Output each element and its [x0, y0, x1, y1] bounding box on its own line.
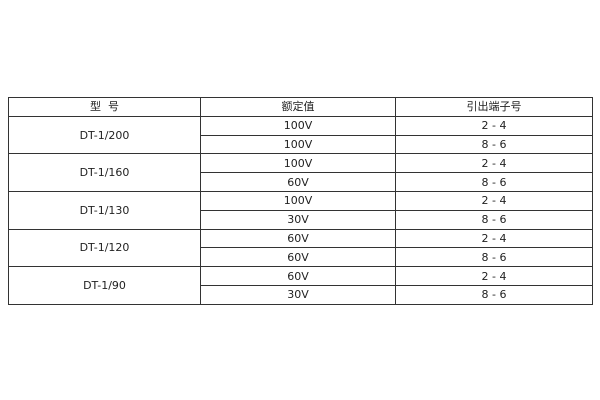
- terminals-cell: 2 - 4: [395, 190, 593, 211]
- terminals-cell: 2 - 4: [395, 266, 593, 286]
- table-row: 30V 8 - 6: [9, 284, 593, 305]
- rated-value-cell: 60V: [200, 266, 396, 286]
- model-cell: DT-1/120: [8, 228, 201, 268]
- rated-value-cell: 100V: [200, 115, 396, 136]
- model-cell: DT-1/90: [8, 266, 201, 305]
- header-model: 型 号: [8, 97, 201, 117]
- table-row: DT-1/130 100V 2 - 4: [8, 190, 593, 230]
- table-row: DT-1/120 60V 2 - 4: [8, 228, 593, 268]
- rated-value-cell: 30V: [200, 209, 396, 230]
- table-row: 30V 8 - 6: [9, 209, 593, 230]
- terminals-cell: 8 - 6: [395, 209, 593, 230]
- terminals-cell: 8 - 6: [395, 284, 593, 305]
- model-cell: DT-1/160: [8, 153, 201, 192]
- table-row: DT-1/90 60V 2 - 4: [8, 266, 593, 305]
- table-row: DT-1/160 100V 2 - 4: [8, 153, 593, 192]
- terminals-cell: 8 - 6: [395, 247, 593, 268]
- table-row: DT-1/200 100V 2 - 4: [8, 115, 593, 155]
- terminals-cell: 2 - 4: [395, 115, 593, 136]
- rated-value-cell: 100V: [200, 190, 396, 211]
- table-row: 60V 8 - 6: [9, 172, 593, 192]
- terminals-cell: 2 - 4: [395, 228, 593, 249]
- rated-value-cell: 100V: [200, 153, 396, 174]
- model-cell: DT-1/130: [8, 190, 201, 230]
- terminals-cell: 2 - 4: [395, 153, 593, 174]
- rated-value-cell: 60V: [200, 172, 396, 192]
- header-terminals: 引出端子号: [395, 97, 593, 117]
- table-row: 100V 8 - 6: [9, 134, 593, 155]
- rated-value-cell: 30V: [200, 284, 396, 305]
- header-rated-value: 额定值: [200, 97, 396, 117]
- rated-value-cell: 60V: [200, 228, 396, 249]
- terminals-cell: 8 - 6: [395, 134, 593, 155]
- rated-value-cell: 100V: [200, 134, 396, 155]
- model-cell: DT-1/200: [8, 115, 201, 155]
- terminals-cell: 8 - 6: [395, 172, 593, 192]
- spec-table: 型 号 额定值 引出端子号 DT-1/200 100V 2 - 4 100V 8 - 6…: [8, 97, 593, 305]
- rated-value-cell: 60V: [200, 247, 396, 268]
- header-row: 型 号 额定值 引出端子号: [8, 97, 593, 117]
